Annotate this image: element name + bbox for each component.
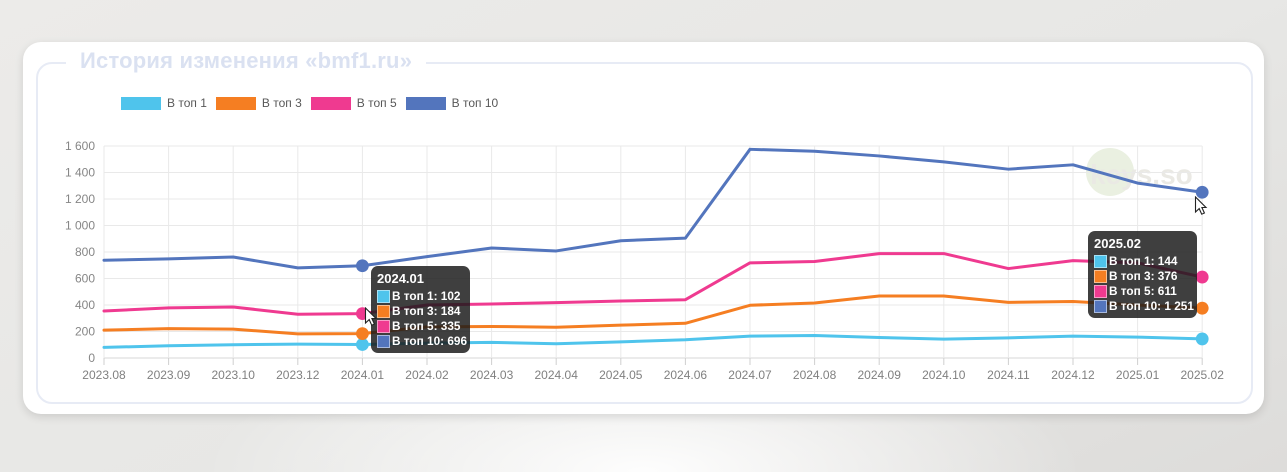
tooltip-series-value: В топ 5: 335 [392, 319, 461, 333]
y-axis-label: 1 600 [65, 139, 95, 153]
series-line-в-топ-3 [102, 294, 1204, 336]
x-axis-label: 2024.06 [664, 368, 708, 382]
tooltip-row: В топ 10: 696 [377, 335, 467, 348]
y-axis-label: 0 [88, 351, 95, 365]
tooltip-series-value: В топ 1: 102 [392, 289, 461, 303]
x-axis-label: 2024.10 [922, 368, 966, 382]
mouse-cursor [364, 307, 378, 326]
x-axis-label: 2024.08 [793, 368, 837, 382]
chart-title: История изменения «bmf1.ru» [66, 48, 427, 74]
legend-item-4[interactable]: В топ 10 [405, 96, 499, 110]
legend-item-2[interactable]: В топ 3 [215, 96, 302, 110]
tooltip-series-swatch [1094, 285, 1107, 298]
tooltip-series-swatch [377, 290, 390, 303]
x-axis-label: 2024.02 [405, 368, 449, 382]
tooltip-row: В топ 10: 1 251 [1094, 300, 1194, 313]
x-axis-label: 2023.08 [82, 368, 126, 382]
y-axis-label: 1 400 [65, 166, 95, 180]
legend-label: В топ 5 [356, 96, 397, 110]
x-axis-label: 2025.01 [1116, 368, 1160, 382]
x-axis-label: 2024.12 [1051, 368, 1095, 382]
tooltip-row: В топ 3: 184 [377, 305, 467, 318]
x-axis-label: 2025.02 [1181, 368, 1225, 382]
tooltip-series-swatch [377, 335, 390, 348]
y-axis-label: 1 000 [65, 219, 95, 233]
x-axis-label: 2023.09 [147, 368, 191, 382]
point-marker [1195, 301, 1209, 315]
point-marker [1195, 185, 1209, 199]
series-line-в-топ-5 [102, 252, 1204, 316]
tooltip-row: В топ 1: 144 [1094, 255, 1194, 268]
y-axis-label: 800 [75, 245, 95, 259]
tooltip-2025-02: 2025.02 В топ 1: 144 В топ 3: 376 В топ 5:… [1088, 231, 1197, 318]
tooltip-series-swatch [1094, 255, 1107, 268]
chart-frame-border [36, 62, 1253, 404]
point-marker [356, 327, 369, 341]
point-marker [356, 338, 369, 351]
series-line-в-топ-10 [102, 147, 1204, 270]
tooltip-title: 2024.01 [377, 271, 424, 286]
point-marker [1195, 270, 1209, 284]
tooltip-title: 2025.02 [1094, 236, 1141, 251]
x-axis-label: 2023.12 [276, 368, 320, 382]
tooltip-series-value: В топ 1: 144 [1109, 254, 1178, 268]
tooltip-2024-01: 2024.01 В топ 1: 102 В топ 3: 184 В топ 5:… [371, 266, 471, 353]
tooltip-series-swatch [377, 305, 390, 318]
y-axis-label: 1 200 [65, 192, 95, 206]
mouse-cursor [1194, 196, 1208, 215]
chart-legend: В топ 1 В топ 3 В топ 5 В топ 10 [121, 96, 507, 110]
point-marker [1195, 332, 1209, 346]
tooltip-row: В топ 3: 376 [1094, 270, 1194, 283]
tooltip-series-value: В топ 10: 1 251 [1109, 299, 1194, 313]
legend-label: В топ 1 [167, 96, 207, 110]
x-axis-label: 2024.04 [535, 368, 579, 382]
tooltip-series-value: В топ 10: 696 [392, 334, 468, 348]
tooltip-series-value: В топ 3: 184 [392, 304, 461, 318]
legend-label: В топ 3 [261, 96, 302, 110]
x-axis-label: 2024.07 [728, 368, 772, 382]
tooltip-row: В топ 5: 611 [1094, 285, 1194, 298]
legend-swatch [121, 96, 161, 110]
tooltip-series-swatch [1094, 270, 1107, 283]
legend-swatch [310, 96, 351, 110]
tooltip-row: В топ 1: 102 [377, 290, 467, 303]
x-axis-label: 2024.03 [470, 368, 514, 382]
legend-swatch [405, 96, 446, 110]
x-axis-label: 2024.05 [599, 368, 643, 382]
tooltip-row: В топ 5: 335 [377, 320, 467, 333]
tooltip-series-swatch [377, 320, 390, 333]
x-axis-label: 2023.10 [212, 368, 256, 382]
x-axis-label: 2024.01 [341, 368, 385, 382]
y-axis-label: 400 [75, 298, 95, 312]
tooltip-series-value: В топ 5: 611 [1109, 284, 1177, 298]
tooltip-series-swatch [1094, 300, 1107, 313]
series-line-в-топ-1 [102, 333, 1204, 349]
point-marker [356, 259, 369, 273]
legend-label: В топ 10 [451, 96, 499, 110]
x-axis-label: 2024.09 [858, 368, 902, 382]
legend-swatch [215, 96, 256, 110]
y-axis-label: 600 [75, 272, 95, 286]
x-axis-label: 2024.11 [987, 368, 1030, 382]
legend-item-1[interactable]: В топ 1 [121, 96, 207, 110]
tooltip-series-value: В топ 3: 376 [1109, 269, 1178, 283]
y-axis-label: 200 [75, 325, 95, 339]
legend-item-3[interactable]: В топ 5 [310, 96, 397, 110]
